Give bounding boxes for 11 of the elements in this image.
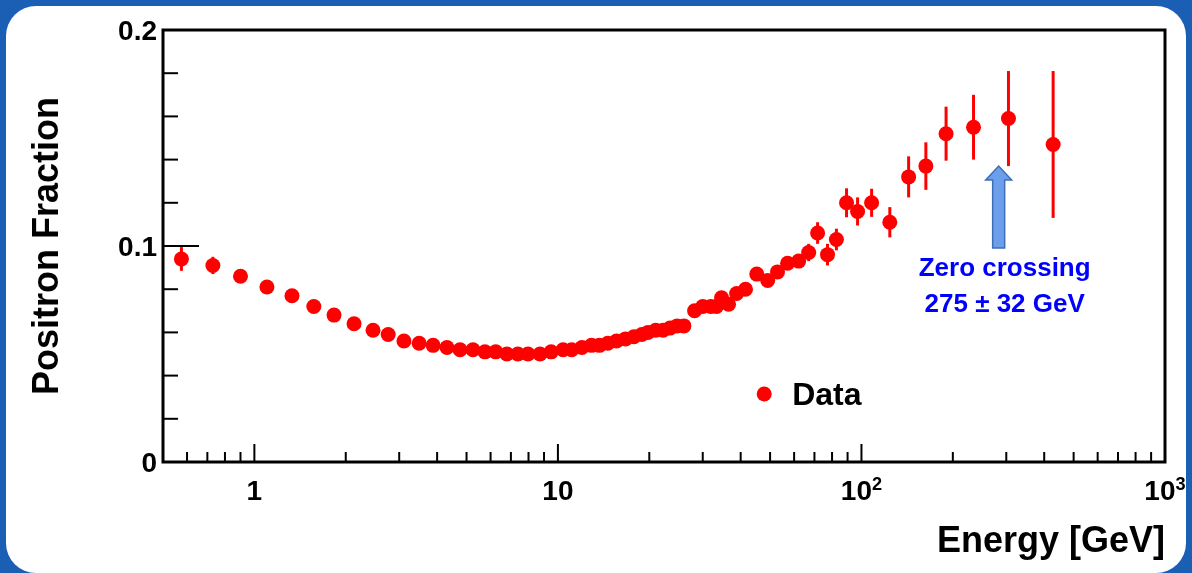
x-tick-label: 10$^{2}$ <box>840 474 883 506</box>
x-tick-label: 10$^{3}$ <box>1144 474 1186 506</box>
y-tick-label: 0 <box>141 447 157 478</box>
y-axis-title: Positron Fraction <box>25 96 66 396</box>
x-tick-label: 1 <box>246 475 263 506</box>
annotation: Zero crossing 275 ± 32 GeV <box>918 252 1091 318</box>
x-tick-label: 10 <box>542 475 574 506</box>
y-tick-label: 0.1 <box>118 231 157 262</box>
y-tick-label: 0.2 <box>118 15 157 46</box>
legend-label: Data <box>792 376 862 412</box>
x-axis-title: Energy [GeV] <box>936 519 1165 560</box>
